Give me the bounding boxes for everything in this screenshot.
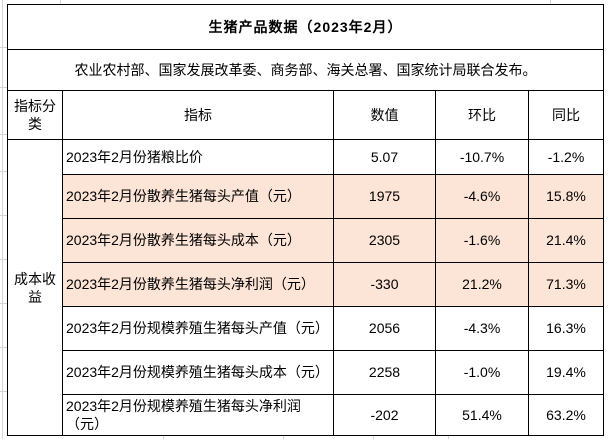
table-row: 2023年2月份散养生猪每头净利润（元） -330 21.2% 71.3% xyxy=(8,262,604,307)
gridline xyxy=(2,0,3,439)
value-cell[interactable]: 2258 xyxy=(333,350,436,395)
yoy-cell[interactable]: 71.3% xyxy=(528,262,604,307)
gridline xyxy=(0,87,7,88)
value-cell[interactable]: -330 xyxy=(333,262,436,307)
gridline xyxy=(0,391,7,392)
header-yoy[interactable]: 同比 xyxy=(528,90,604,140)
gridline xyxy=(0,347,7,348)
table-row: 2023年2月份规模养殖生猪每头净利润（元） -202 51.4% 63.2% xyxy=(8,393,604,437)
yoy-cell[interactable]: 15.8% xyxy=(528,174,604,219)
pig-product-data-table: 生猪产品数据（2023年2月） 农业农村部、国家发展改革委、商务部、海关总署、国… xyxy=(7,4,604,437)
table-header-row: 指标分类 指标 数值 环比 同比 xyxy=(7,90,604,140)
yoy-cell[interactable]: 16.3% xyxy=(528,306,604,351)
header-value[interactable]: 数值 xyxy=(333,90,436,140)
gridline xyxy=(0,134,7,135)
table-row: 2023年2月份规模养殖生猪每头产值（元） 2056 -4.3% 16.3% xyxy=(8,306,604,351)
page-title[interactable]: 生猪产品数据（2023年2月） xyxy=(7,4,604,50)
gridline xyxy=(60,0,61,4)
subtitle-row: 农业农村部、国家发展改革委、商务部、海关总署、国家统计局联合发布。 xyxy=(7,49,604,91)
mom-cell[interactable]: -4.6% xyxy=(435,174,529,219)
indicator-cell[interactable]: 2023年2月份散养生猪每头成本（元） xyxy=(62,218,334,263)
table-row: 2023年2月份规模养殖生猪每头成本（元） 2258 -1.0% 19.4% xyxy=(8,350,604,395)
mom-cell[interactable]: -10.7% xyxy=(435,139,529,175)
header-category[interactable]: 指标分类 xyxy=(7,90,63,140)
mom-cell[interactable]: 51.4% xyxy=(435,393,529,437)
mom-cell[interactable]: -1.6% xyxy=(435,218,529,263)
value-cell[interactable]: -202 xyxy=(333,393,436,437)
value-cell[interactable]: 5.07 xyxy=(333,139,436,175)
indicator-cell[interactable]: 2023年2月份散养生猪每头净利润（元） xyxy=(62,262,334,307)
value-cell[interactable]: 1975 xyxy=(333,174,436,219)
table-row: 2023年2月份散养生猪每头产值（元） 1975 -4.6% 15.8% xyxy=(8,174,604,219)
gridline xyxy=(0,171,7,172)
header-indicator[interactable]: 指标 xyxy=(62,90,334,140)
indicator-cell[interactable]: 2023年2月份散养生猪每头产值（元） xyxy=(62,174,334,219)
publisher-note[interactable]: 农业农村部、国家发展改革委、商务部、海关总署、国家统计局联合发布。 xyxy=(7,49,604,91)
value-cell[interactable]: 2056 xyxy=(333,306,436,351)
table-row: 2023年2月份散养生猪每头成本（元） 2305 -1.6% 21.4% xyxy=(8,218,604,263)
gridline xyxy=(0,259,7,260)
header-mom[interactable]: 环比 xyxy=(435,90,529,140)
indicator-cell[interactable]: 2023年2月份规模养殖生猪每头净利润（元） xyxy=(62,393,334,437)
yoy-cell[interactable]: 63.2% xyxy=(528,393,604,437)
title-row: 生猪产品数据（2023年2月） xyxy=(7,4,604,50)
mom-cell[interactable]: -1.0% xyxy=(435,350,529,395)
yoy-cell[interactable]: -1.2% xyxy=(528,139,604,175)
gridline xyxy=(0,303,7,304)
mom-cell[interactable]: -4.3% xyxy=(435,306,529,351)
category-cell[interactable]: 成本收益 xyxy=(7,138,63,437)
mom-cell[interactable]: 21.2% xyxy=(435,262,529,307)
yoy-cell[interactable]: 21.4% xyxy=(528,218,604,263)
indicator-cell[interactable]: 2023年2月份规模养殖生猪每头成本（元） xyxy=(62,350,334,395)
table-row: 成本收益 2023年2月份猪粮比价 5.07 -10.7% -1.2% xyxy=(7,138,604,437)
yoy-cell[interactable]: 19.4% xyxy=(528,350,604,395)
gridline xyxy=(0,215,7,216)
indicator-cell[interactable]: 2023年2月份猪粮比价 xyxy=(62,139,334,175)
value-cell[interactable]: 2305 xyxy=(333,218,436,263)
gridline xyxy=(550,0,551,4)
indicator-cell[interactable]: 2023年2月份规模养殖生猪每头产值（元） xyxy=(62,306,334,351)
gridline xyxy=(0,47,7,48)
